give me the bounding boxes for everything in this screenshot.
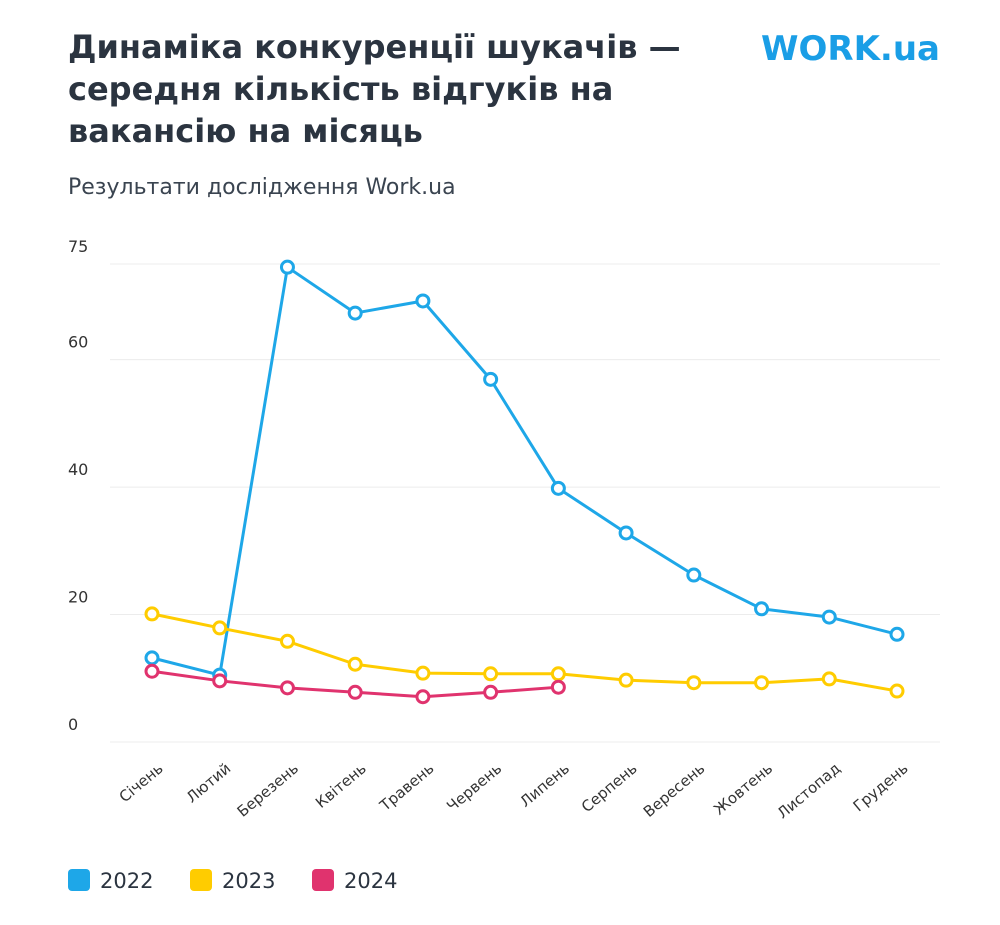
y-tick-label: 60 <box>68 333 88 352</box>
point <box>415 293 431 309</box>
point <box>347 656 363 672</box>
x-tick-label: Лютий <box>183 759 235 806</box>
series-line <box>151 265 898 677</box>
point <box>144 606 160 622</box>
logo: WORK.ua <box>761 29 940 69</box>
legend-label: 2023 <box>222 869 275 893</box>
x-tick-label: Червень <box>443 759 505 815</box>
x-tick-label: Квітень <box>312 759 370 812</box>
point <box>483 684 499 700</box>
chart-title: вакансію на місяць <box>68 112 423 150</box>
point <box>754 675 770 691</box>
point <box>144 663 160 679</box>
point <box>347 305 363 321</box>
point <box>483 371 499 387</box>
point <box>483 666 499 682</box>
x-tick-label: Січень <box>116 759 167 806</box>
y-tick-label: 40 <box>68 460 88 479</box>
x-tick-label: Серпень <box>578 759 641 816</box>
x-tick-label: Грудень <box>850 759 912 815</box>
point <box>754 601 770 617</box>
point <box>550 480 566 496</box>
point <box>550 679 566 695</box>
x-tick-label: Липень <box>516 759 573 811</box>
legend-swatch <box>68 869 90 891</box>
point <box>279 633 295 649</box>
y-tick-label: 0 <box>68 715 78 734</box>
point <box>550 666 566 682</box>
chart-title: середня кількість відгуків на <box>68 70 613 108</box>
x-tick-label: Вересень <box>640 759 709 821</box>
y-tick-label: 75 <box>68 237 88 256</box>
point <box>686 567 702 583</box>
y-tick-label: 20 <box>68 588 88 607</box>
point <box>889 626 905 642</box>
point <box>889 683 905 699</box>
legend-swatch <box>312 869 334 891</box>
x-tick-label: Березень <box>234 759 302 820</box>
point <box>618 672 634 688</box>
point <box>821 671 837 687</box>
point <box>144 650 160 666</box>
point <box>415 665 431 681</box>
point <box>212 620 228 636</box>
point <box>415 689 431 705</box>
point <box>212 673 228 689</box>
point <box>821 609 837 625</box>
point <box>686 675 702 691</box>
legend-swatch <box>190 869 212 891</box>
point <box>279 680 295 696</box>
x-tick-label: Жовтень <box>710 759 776 818</box>
series-line <box>151 612 898 693</box>
point <box>347 684 363 700</box>
x-tick-label: Листопад <box>774 759 844 822</box>
legend-label: 2024 <box>344 869 397 893</box>
chart-title: Динаміка конкуренції шукачів — <box>68 28 681 66</box>
x-tick-label: Травень <box>376 759 438 815</box>
legend-label: 2022 <box>100 869 153 893</box>
point <box>618 525 634 541</box>
point <box>279 259 295 275</box>
chart-subtitle: Результати дослідження Work.ua <box>68 175 456 200</box>
